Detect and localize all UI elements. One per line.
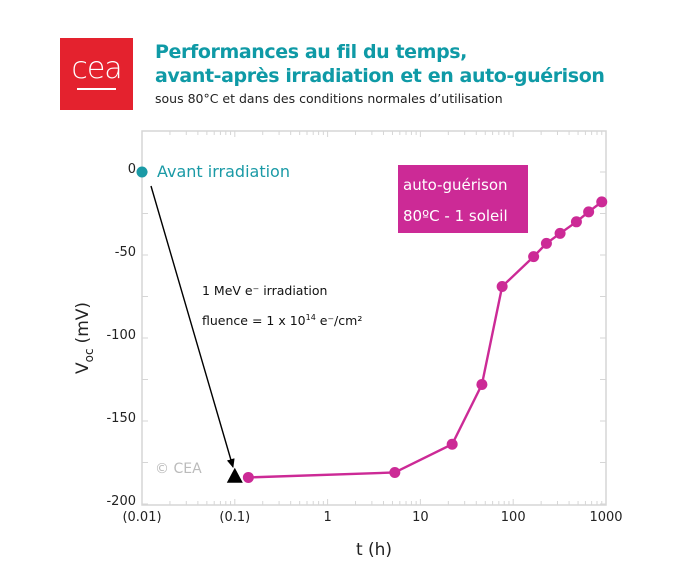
fluence-exponent: 14 <box>306 313 316 322</box>
logo-underline <box>77 88 116 90</box>
y-tick-label: -50 <box>115 245 136 260</box>
x-tick-label: 1000 <box>589 510 622 525</box>
data-point <box>389 466 401 478</box>
healing-box <box>398 165 528 233</box>
y-axis-label-main: V <box>73 362 93 374</box>
irradiation-arrow <box>150 185 235 468</box>
x-tick-label: 100 <box>501 510 526 525</box>
data-point <box>476 378 488 390</box>
y-tick-label: -200 <box>106 494 136 509</box>
copyright-label: © CEA <box>155 461 202 477</box>
x-axis-label: t (h) <box>356 540 392 560</box>
title-line-2: avant-après irradiation et en auto-guéri… <box>155 65 605 87</box>
data-point <box>554 227 566 239</box>
plot-frame <box>141 130 607 506</box>
before-irradiation-label: Avant irradiation <box>157 162 290 181</box>
x-tick-label: (0.1) <box>219 510 250 525</box>
fluence-label: fluence = 1 x 1014 e⁻/cm² <box>202 313 362 328</box>
data-point-triangle <box>226 467 243 483</box>
data-point <box>596 196 608 208</box>
data-point <box>540 237 552 249</box>
y-tick-label: -100 <box>106 328 136 343</box>
fluence-prefix: fluence = 1 x 10 <box>202 313 306 328</box>
y-tick-label: -150 <box>106 411 136 426</box>
data-point <box>446 438 458 450</box>
y-axis-label: Voc (mV) <box>73 302 96 374</box>
data-point <box>242 471 254 483</box>
title-line-1: Performances au fil du temps, <box>155 41 467 63</box>
data-point <box>583 206 595 218</box>
data-point <box>528 251 540 263</box>
y-tick-label: 0 <box>128 162 136 177</box>
data-point <box>136 166 148 178</box>
svg-text:Voc(mV): Voc (mV) <box>73 302 96 374</box>
irradiation-label: 1 MeV e⁻ irradiation <box>202 283 327 298</box>
y-axis-label-sub: oc <box>82 348 96 362</box>
x-tick-label: 10 <box>412 510 429 525</box>
page-title: Performances au fil du temps, avant-aprè… <box>155 40 605 88</box>
cea-logo: cea <box>60 38 133 110</box>
subtitle: sous 80°C et dans des conditions normale… <box>155 91 503 106</box>
logo-text: cea <box>71 51 122 86</box>
data-point <box>570 216 582 228</box>
healing-box-line-1: auto-guérison <box>403 176 508 194</box>
y-axis-label-unit: (mV) <box>73 302 93 343</box>
x-tick-label: (0.01) <box>122 510 161 525</box>
data-point <box>496 281 508 293</box>
x-tick-label: 1 <box>323 510 331 525</box>
healing-box-line-2: 80ºC - 1 soleil <box>403 207 508 225</box>
fluence-suffix: e⁻/cm² <box>316 313 363 328</box>
